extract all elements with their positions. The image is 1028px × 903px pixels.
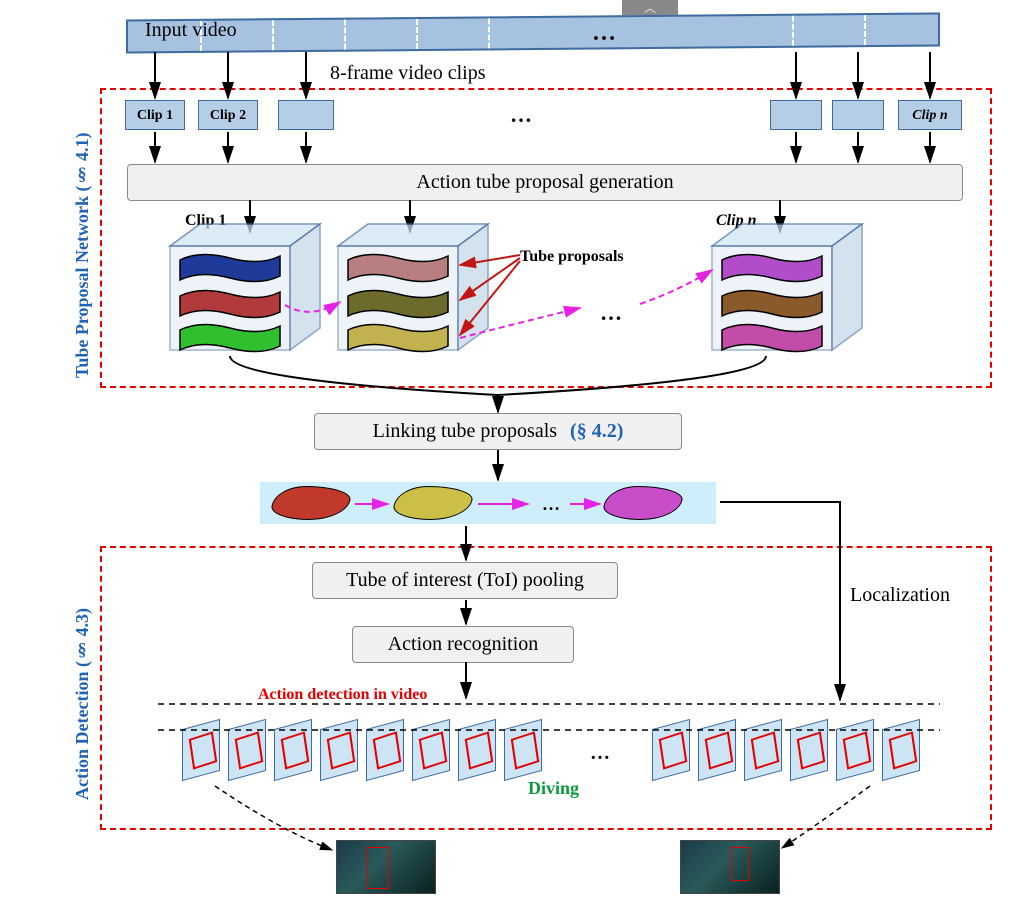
frame-plane	[412, 719, 450, 781]
action-recog-box: Action recognition	[352, 626, 574, 663]
ellipsis-linked: …	[542, 494, 560, 515]
ellipsis-frames: …	[590, 742, 610, 765]
frame-plane	[836, 719, 874, 781]
clip-n-2	[770, 100, 822, 130]
frame-plane	[274, 719, 312, 781]
frame-plane	[882, 719, 920, 781]
frame-plane	[504, 719, 542, 781]
frame-plane	[320, 719, 358, 781]
section-tpn-label: Tube Proposal Network (§ 4.1)	[72, 118, 93, 378]
ellipsis-clips: …	[510, 102, 532, 128]
frame-plane	[458, 719, 496, 781]
thumbnail-2	[680, 840, 780, 894]
cube-clip1-label: Clip 1	[185, 212, 226, 230]
tube-proposals-label: Tube proposals	[520, 248, 624, 266]
frame-plane	[790, 719, 828, 781]
frame-plane	[228, 719, 266, 781]
action-det-video-label: Action detection in video	[258, 686, 427, 704]
thumbnail-1	[336, 840, 436, 894]
frame-plane	[744, 719, 782, 781]
clip-3	[278, 100, 334, 130]
clip-n: Clip n	[898, 100, 962, 130]
frame-plane	[182, 719, 220, 781]
clip-n-1	[832, 100, 884, 130]
linking-section: (§ 4.2)	[570, 420, 623, 442]
diving-label: Diving	[528, 778, 579, 799]
clip-2: Clip 2	[198, 100, 258, 130]
section-tpn-box	[100, 88, 992, 388]
clips-caption: 8-frame video clips	[330, 62, 486, 85]
frame-plane	[366, 719, 404, 781]
tube-gen-box: Action tube proposal generation	[127, 164, 963, 201]
linking-box: Linking tube proposals (§ 4.2)	[314, 413, 682, 450]
ellipsis-cubes: …	[600, 300, 622, 326]
localization-label: Localization	[850, 584, 950, 607]
frame-plane	[652, 719, 690, 781]
frame-plane	[698, 719, 736, 781]
section-action-label: Action Detection (§ 4.3)	[72, 580, 93, 800]
linking-label: Linking tube proposals	[373, 420, 557, 442]
toi-box: Tube of interest (ToI) pooling	[312, 562, 618, 599]
input-video-label: Input video	[145, 19, 237, 42]
ellipsis-video: …	[592, 20, 616, 47]
cube-clipn-label: Clip n	[716, 212, 756, 230]
clip-1: Clip 1	[125, 100, 185, 130]
input-video-bar	[126, 12, 940, 53]
